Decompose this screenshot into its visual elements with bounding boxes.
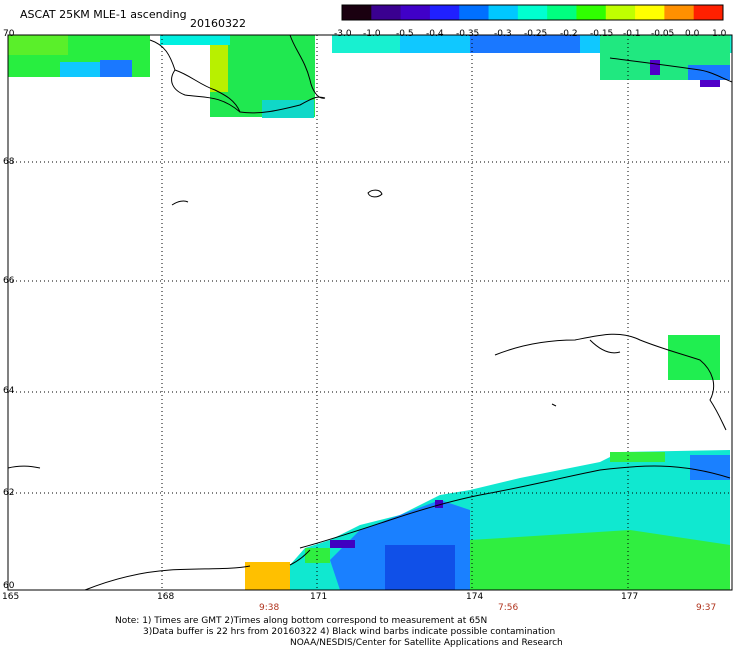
colorbar-swatch xyxy=(429,5,460,20)
lon-label: 171 xyxy=(310,592,328,602)
lat-label: 64 xyxy=(3,386,15,396)
lon-label: 165 xyxy=(2,592,20,602)
graticule xyxy=(8,35,732,590)
colorbar-label: 1.0 xyxy=(712,29,727,39)
footnote-line1: Note: 1) Times are GMT 2)Times along bot… xyxy=(115,616,488,626)
colorbar-swatch xyxy=(459,5,490,20)
time-label: 7:56 xyxy=(498,603,519,613)
lat-label: 68 xyxy=(3,157,15,167)
lon-label: 168 xyxy=(157,592,175,602)
lat-label: 62 xyxy=(3,488,15,498)
colorbar-label: -0.5 xyxy=(396,29,414,39)
colorbar-swatch xyxy=(342,5,372,20)
colorbar-label: -1.0 xyxy=(363,29,381,39)
footnote-line3: NOAA/NESDIS/Center for Satellite Applica… xyxy=(290,638,563,648)
colorbar-frame xyxy=(341,4,724,21)
colorbar-swatch xyxy=(547,5,577,20)
colorbar-label: -0.15 xyxy=(590,29,614,39)
lat-label: 66 xyxy=(3,276,15,286)
coastline xyxy=(7,34,733,591)
lon-label: 177 xyxy=(621,592,639,602)
colorbar-swatch xyxy=(400,5,431,20)
colorbar-swatch xyxy=(605,5,636,20)
colorbar-label: -0.25 xyxy=(524,29,548,39)
colorbar-label: 0.0 xyxy=(685,29,700,39)
colorbar-label: -3.0 xyxy=(334,29,352,39)
lat-label: 60 xyxy=(3,581,15,591)
colorbar xyxy=(341,4,724,21)
map-title: ASCAT 25KM MLE-1 ascending xyxy=(20,8,187,21)
colorbar-label: -0.05 xyxy=(651,29,675,39)
colorbar-swatch xyxy=(576,5,607,20)
colorbar-label: -0.4 xyxy=(426,29,444,39)
colorbar-swatch xyxy=(635,5,665,20)
colorbar-label: -0.2 xyxy=(560,29,578,39)
colorbar-swatch xyxy=(517,5,548,20)
colorbar-swatch xyxy=(488,5,519,20)
footnote-line2: 3)Data buffer is 22 hrs from 20160322 4)… xyxy=(143,627,556,637)
wind-data-swaths xyxy=(8,35,732,590)
time-label: 9:37 xyxy=(696,603,717,613)
lon-label: 174 xyxy=(466,592,484,602)
colorbar-label: -0.1 xyxy=(623,29,641,39)
colorbar-swatch xyxy=(664,5,695,20)
colorbar-swatch xyxy=(693,5,724,20)
lat-label: 70 xyxy=(3,29,15,39)
time-label: 9:38 xyxy=(259,603,280,613)
colorbar-label: -0.3 xyxy=(494,29,512,39)
colorbar-label: -0.35 xyxy=(456,29,480,39)
colorbar-swatch xyxy=(371,5,402,20)
map-date: 20160322 xyxy=(190,17,246,30)
map-border xyxy=(7,34,733,591)
